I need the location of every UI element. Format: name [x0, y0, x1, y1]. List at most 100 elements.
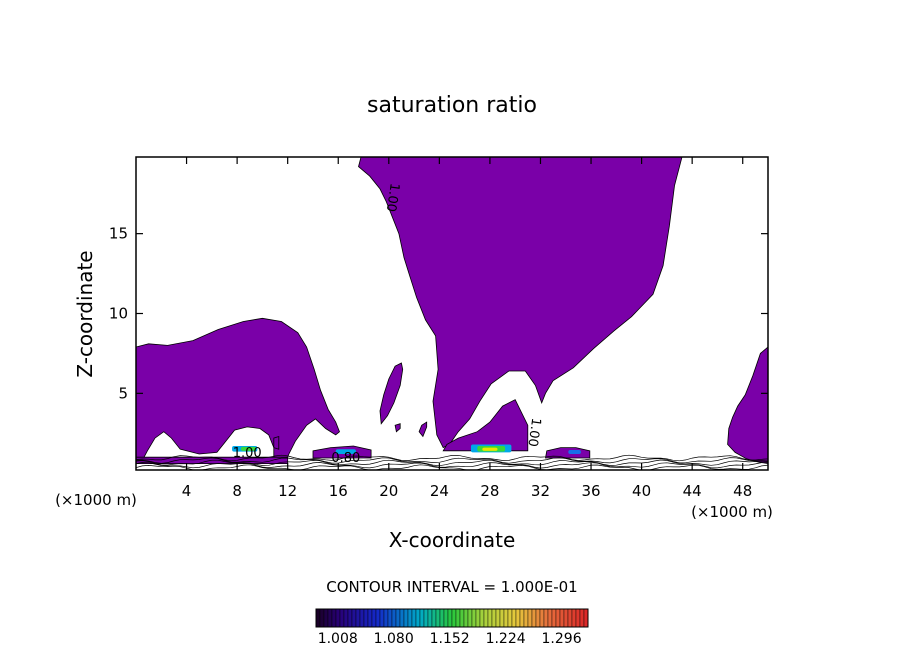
x-axis-label: X-coordinate: [389, 528, 516, 552]
y-tick-label: 5: [118, 384, 128, 402]
high-value-patch-6: [568, 450, 581, 455]
x-tick-label: 20: [379, 482, 398, 500]
surface-contour-line: [136, 454, 768, 462]
colorbar-cell: [463, 608, 469, 628]
contour-label: 1.00: [383, 182, 402, 213]
surface-contour-line: [136, 462, 768, 469]
colorbar-cell: [351, 608, 357, 628]
colorbar-cell: [459, 608, 465, 628]
colorbar-cell: [483, 608, 489, 628]
colorbar-cell: [563, 608, 569, 628]
high-value-patch-1: [240, 446, 257, 451]
colorbar-cell: [523, 608, 529, 628]
colorbar-tick-label: 1.152: [430, 631, 470, 647]
colorbar-cell: [403, 608, 409, 628]
surface-contour-line: [136, 464, 768, 470]
colorbar-tick-label: 1.224: [486, 631, 526, 647]
colorbar-cell: [499, 608, 505, 628]
y-tick-label: 15: [109, 225, 128, 243]
colorbar-cell: [515, 608, 521, 628]
plot-area: 1.001.001.00 0.80 4 8 12 16 20 24 28 32 36 40 44 48 …: [109, 156, 769, 500]
colorbar-cell: [399, 608, 405, 628]
contour-region-blob-21: [394, 423, 401, 433]
colorbar-cell: [327, 608, 333, 628]
x-unit-left: (×1000 m): [55, 491, 137, 509]
colorbar-cell: [495, 608, 501, 628]
colorbar-cell: [575, 608, 581, 628]
contour-region-blob-13: [273, 435, 280, 450]
colorbar-cell: [539, 608, 545, 628]
colorbar-cell: [347, 608, 353, 628]
x-tick-label: 8: [232, 482, 242, 500]
colorbar-cell: [551, 608, 557, 628]
x-tick-label: 24: [430, 482, 449, 500]
contour-label: 1.00: [524, 417, 543, 448]
colorbar-cell: [583, 608, 589, 628]
colorbar-cell: [391, 608, 397, 628]
surface-contour-lines: [136, 454, 768, 470]
y-axis-ticks: 5 10 15: [109, 225, 768, 402]
colorbar-cell: [555, 608, 561, 628]
x-tick-label: 32: [531, 482, 550, 500]
x-tick-label: 44: [683, 482, 702, 500]
colorbar-cell: [407, 608, 413, 628]
colorbar-cell: [343, 608, 349, 628]
x-axis-ticks: 4 8 12 16 20 24 28 32 36 40 44 48: [182, 157, 752, 500]
filled-contours: [136, 157, 768, 465]
x-tick-label: 16: [329, 482, 348, 500]
colorbar-cell: [335, 608, 341, 628]
colorbar-cell: [419, 608, 425, 628]
contour-label: 0.80: [331, 451, 360, 466]
colorbar-cell: [547, 608, 553, 628]
colorbar-cell: [535, 608, 541, 628]
colorbar-cell: [359, 608, 365, 628]
contour-interval-text: CONTOUR INTERVAL = 1.000E-01: [326, 578, 577, 596]
x-tick-label: 48: [733, 482, 752, 500]
colorbar-cell: [579, 608, 585, 628]
high-value-patch-5: [335, 449, 356, 455]
colorbar-cell: [503, 608, 509, 628]
colorbar-cell: [491, 608, 497, 628]
colorbar-cell: [559, 608, 565, 628]
y-axis-label: Z-coordinate: [73, 250, 97, 377]
x-tick-label: 28: [480, 482, 499, 500]
colorbar-cell: [427, 608, 433, 628]
colorbar-cell: [387, 608, 393, 628]
colorbar-cell: [383, 608, 389, 628]
colorbar-cell: [319, 608, 325, 628]
colorbar-cell: [531, 608, 537, 628]
colorbar-cell: [379, 608, 385, 628]
colorbar-tick-label: 1.080: [374, 631, 414, 647]
colorbar-cell: [527, 608, 533, 628]
contour-region-left-cloud: [136, 317, 340, 465]
colorbar-tick-label: 1.008: [318, 631, 358, 647]
contour-label: 1.00: [233, 446, 262, 461]
colorbar-cell: [367, 608, 373, 628]
colorbar-frame: [315, 608, 589, 628]
colorbar-cell: [355, 608, 361, 628]
contour-region-blob-22: [418, 421, 428, 438]
colorbar-cell: [435, 608, 441, 628]
x-tick-label: 36: [581, 482, 600, 500]
colorbar-cell: [487, 608, 493, 628]
colorbar-cell: [411, 608, 417, 628]
x-tick-label: 4: [182, 482, 192, 500]
x-tick-label: 12: [278, 482, 297, 500]
colorbar-cell: [571, 608, 577, 628]
colorbar-cell: [455, 608, 461, 628]
colorbar-cell: [323, 608, 329, 628]
colorbar-cell: [475, 608, 481, 628]
colorbar-cell: [467, 608, 473, 628]
colorbar-cell: [511, 608, 517, 628]
colorbar-cell: [439, 608, 445, 628]
high-value-patches: [232, 444, 581, 455]
x-unit-right: (×1000 m): [691, 503, 773, 521]
surface-contour-line: [136, 459, 768, 467]
colorbar-tick-labels: 1.008 1.080 1.152 1.224 1.296: [318, 631, 582, 647]
surface-contour-line: [136, 457, 768, 464]
high-value-patch-4: [482, 447, 498, 451]
colorbar-cell: [431, 608, 437, 628]
colorbar-cell: [339, 608, 345, 628]
colorbar-cell: [519, 608, 525, 628]
